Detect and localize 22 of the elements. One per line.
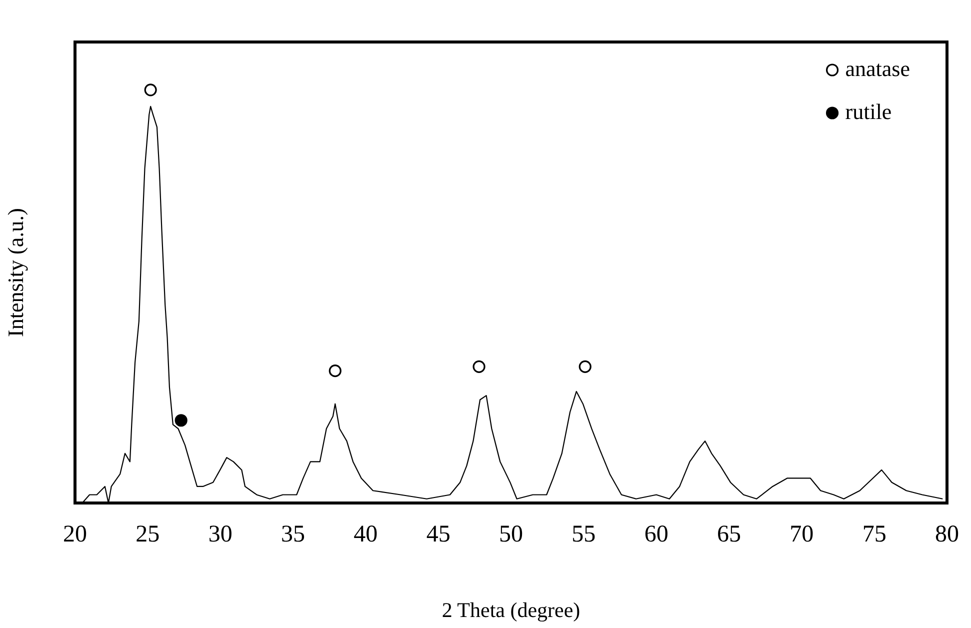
x-tick-label: 45 — [426, 522, 450, 548]
x-tick-label: 80 — [935, 522, 959, 548]
legend-label: anatase — [845, 56, 910, 81]
x-tick-label: 55 — [572, 522, 596, 548]
x-tick-label: 65 — [717, 522, 741, 548]
point — [472, 360, 486, 373]
x-tick-label: 35 — [281, 522, 305, 548]
x-tick-label: 50 — [499, 522, 523, 548]
x-tick-label: 60 — [644, 522, 668, 548]
x-tick-label: 70 — [790, 522, 814, 548]
point — [328, 364, 342, 378]
y-axis-title: Intensity (a.u.) — [2, 208, 28, 337]
x-tick-label: 30 — [208, 522, 232, 548]
x-tick-label: 25 — [136, 522, 160, 548]
point — [174, 414, 188, 427]
x-tick-label: 20 — [63, 522, 87, 548]
point — [578, 360, 592, 373]
x-tick-label: 75 — [862, 522, 886, 548]
point — [144, 84, 157, 96]
x-tick-label: 40 — [354, 522, 378, 548]
x-axis-title: 2 Theta (degree) — [442, 598, 580, 622]
legend-label: rutile — [845, 98, 892, 124]
